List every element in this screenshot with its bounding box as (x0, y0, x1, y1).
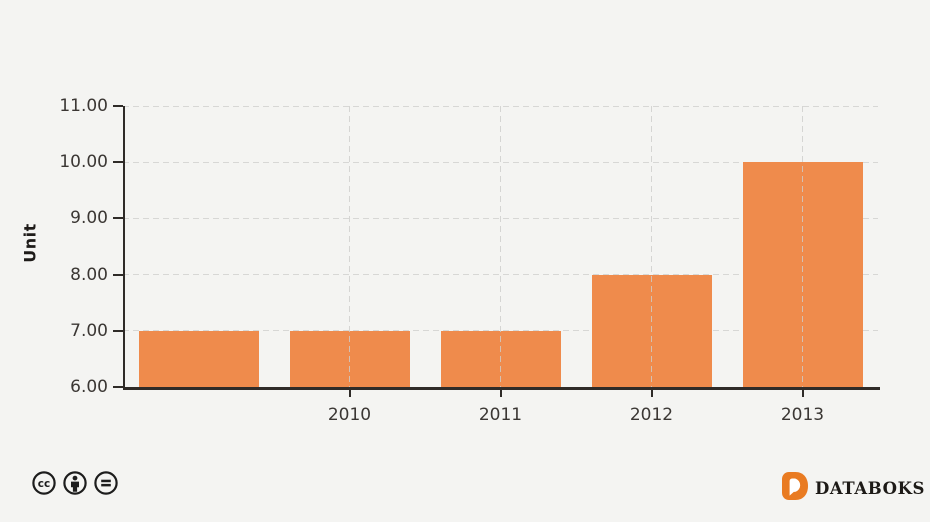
svg-text:cc: cc (38, 478, 50, 490)
y-tick-label-10.00: 10.00 (59, 152, 108, 173)
y-axis-line (123, 106, 125, 387)
v-gridline (500, 106, 501, 387)
license-icons: cc (31, 470, 119, 500)
y-tick (113, 329, 123, 332)
y-tick (113, 217, 123, 220)
x-tick (348, 389, 351, 397)
y-tick-label-6.00: 6.00 (70, 377, 108, 397)
y-tick (113, 273, 123, 276)
y-tick (113, 105, 123, 107)
v-gridline (349, 106, 350, 387)
v-gridline (651, 106, 652, 387)
bar-col-1 (138, 330, 259, 387)
y-tick-label-11.00: 11.00 (59, 96, 108, 116)
x-tick-label-2011: 2011 (478, 405, 523, 425)
brand-name: DATABOKS (815, 478, 926, 498)
x-tick (499, 389, 502, 397)
y-tick-label-8.00: 8.00 (70, 264, 108, 285)
brand-logo: DATABOKS (782, 472, 925, 504)
v-gridline (802, 106, 803, 387)
y-tick (113, 161, 123, 164)
x-tick-label-2013: 2013 (780, 405, 825, 425)
attribution-icon (62, 470, 88, 500)
x-tick-label-2010: 2010 (327, 405, 372, 425)
y-tick-label-9.00: 9.00 (70, 208, 108, 229)
y-tick-label-7.00: 7.00 (70, 320, 108, 341)
x-tick (650, 389, 653, 397)
databoks-d-icon (782, 472, 808, 504)
x-axis-line (123, 387, 880, 390)
cc-icon: cc (31, 470, 57, 500)
x-tick (801, 389, 804, 397)
y-tick (113, 386, 123, 388)
no-derivatives-icon (93, 470, 119, 500)
x-tick-label-2012: 2012 (629, 405, 674, 425)
